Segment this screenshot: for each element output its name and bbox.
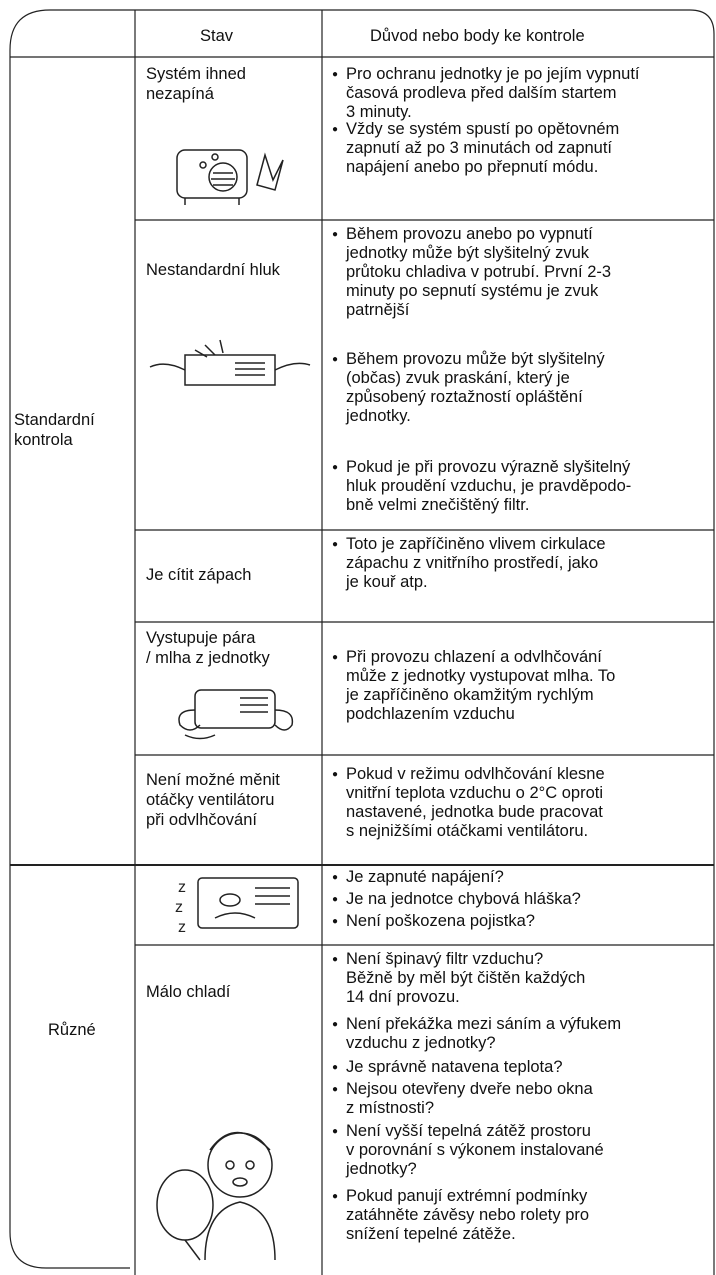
state: Vystupuje pára / mlha z jednotky (146, 628, 270, 668)
state-line: Málo chladí (146, 983, 231, 1001)
bullet-line: Pokud v režimu odvlhčování klesne (346, 765, 605, 783)
bullet-line: Během provozu anebo po vypnutí (346, 225, 593, 243)
group-label: Standardní kontrola (14, 410, 95, 450)
bullet-line: s nejnižšími otáčkami ventilátoru. (346, 822, 589, 840)
bullet-line: patrnější (346, 301, 410, 319)
bullet-line: Při provozu chlazení a odvlhčování (346, 648, 602, 666)
bullet-line: 14 dní provozu. (346, 988, 460, 1006)
state-line: Systém ihned (146, 65, 246, 83)
bullet-line: snížení tepelné zátěže. (346, 1225, 516, 1243)
bullet: Vždy se systém spustí po opětovnémzapnut… (332, 120, 620, 177)
state-line: Není možné měnit (146, 771, 280, 789)
svg-text:z: z (175, 899, 183, 916)
bullet-line: Nejsou otevřeny dveře nebo okna (346, 1080, 593, 1098)
state: Systém ihned nezapíná (146, 64, 246, 104)
bullet-line: vzduchu z jednotky? (346, 1034, 496, 1052)
bullet: Je správně natavena teplota? (332, 1058, 563, 1077)
bullet-line: minuty po sepnutí systému je zvuk (346, 282, 599, 300)
state-line: Je cítit zápach (146, 566, 252, 584)
bullet-line: Je na jednotce chybová hláška? (346, 890, 581, 908)
group-label-line: Různé (48, 1021, 96, 1039)
bullet-line: vnitřní teplota vzduchu o 2°C oproti (346, 784, 603, 802)
bullet-line: Pokud panují extrémní podmínky (346, 1187, 588, 1205)
bullet-line: jednotky může být slyšitelný zvuk (346, 244, 590, 262)
state-line: při odvlhčování (146, 811, 257, 829)
state: Nestandardní hluk (146, 260, 280, 280)
bullet-line: Není vyšší tepelná zátěž prostoru (346, 1122, 591, 1140)
bullet-line: Není poškozena pojistka? (346, 912, 535, 930)
illustration-person (156, 1131, 276, 1261)
bullet: Není špinavý filtr vzduchu?Běžně by měl … (332, 950, 586, 1007)
bullet-line: v porovnání s výkonem instalované (346, 1141, 604, 1159)
bullet-line: 3 minuty. (346, 103, 412, 121)
bullet-line: zápachu z vnitřního prostředí, jako (346, 554, 599, 572)
state-line: Vystupuje pára (146, 629, 256, 647)
bullet: Není poškozena pojistka? (332, 912, 535, 931)
column-header: Důvod nebo body ke kontrole (370, 27, 585, 45)
bullet: Není překážka mezi sáním a výfukemvzduch… (332, 1015, 622, 1053)
bullet-line: zatáhněte závěsy nebo rolety pro (346, 1206, 590, 1224)
bullet-line: napájení anebo po přepnutí módu. (346, 158, 599, 176)
bullet-line: nastavené, jednotka bude pracovat (346, 803, 603, 821)
bullet-line: jednotky? (346, 1160, 417, 1178)
bullet-line: Není překážka mezi sáním a výfukem (346, 1015, 622, 1033)
bullet: Pokud je při provozu výrazně slyšitelnýh… (332, 458, 632, 515)
illustration-unit (149, 339, 311, 386)
state: Málo chladí (146, 982, 230, 1002)
bullet: Je zapnuté napájení? (332, 868, 504, 887)
state: Není možné měnit otáčky ventilátoru při od… (146, 770, 280, 830)
bullet-line: Je správně natavena teplota? (346, 1058, 563, 1076)
state-line: nezapíná (146, 85, 214, 103)
illustration-unit (178, 689, 294, 740)
bullet-line: Pro ochranu jednotky je po jejím vypnutí (346, 65, 640, 83)
bullet-line: způsobený roztažností opláštění (346, 388, 583, 406)
bullet-line: Běžně by měl být čištěn každých (346, 969, 586, 987)
bullet-line: Je zapnuté napájení? (346, 868, 504, 886)
svg-text:z: z (178, 919, 186, 936)
bullet-line: Pokud je při provozu výrazně slyšitelný (346, 458, 631, 476)
bullet: Během provozu může být slyšitelný(občas)… (332, 350, 605, 426)
group-label-line: Standardní (14, 411, 95, 429)
bullet-line: zapnutí až po 3 minutách od zapnutí (346, 139, 613, 157)
bullet-line: Během provozu může být slyšitelný (346, 350, 605, 368)
bullet-line: bně velmi znečištěný filtr. (346, 496, 530, 514)
bullet-line: podchlazením vzduchu (346, 705, 515, 723)
bullet: Toto je zapříčiněno vlivem cirkulacezápa… (332, 535, 606, 592)
state-line: otáčky ventilátoru (146, 791, 275, 809)
column-header: Stav (200, 27, 234, 45)
illustration-unit (176, 149, 284, 205)
bullet: Pro ochranu jednotky je po jejím vypnutí… (332, 65, 640, 122)
bullet-line: časová prodleva před dalším startem (346, 84, 617, 102)
bullet-line: Vždy se systém spustí po opětovném (346, 120, 620, 138)
bullet-line: jednotky. (346, 407, 411, 425)
state-line: Nestandardní hluk (146, 261, 280, 279)
bullet-line: je kouř atp. (346, 573, 428, 591)
bullet-line: z místnosti? (346, 1099, 435, 1117)
bullet: Pokud panují extrémní podmínkyzatáhněte … (332, 1187, 590, 1244)
svg-text:z: z (178, 879, 186, 896)
bullet-line: hluk proudění vzduchu, je pravděpodo- (346, 477, 632, 495)
state: Je cítit zápach (146, 565, 251, 585)
bullet-line: Toto je zapříčiněno vlivem cirkulace (346, 535, 606, 553)
bullet-line: Není špinavý filtr vzduchu? (346, 950, 544, 968)
bullet-line: může z jednotky vystupovat mlha. To (346, 667, 616, 685)
bullet-line: (občas) zvuk praskání, který je (346, 369, 570, 387)
bullet-line: je zapříčiněno okamžitým rychlým (346, 686, 594, 704)
bullet: Je na jednotce chybová hláška? (332, 890, 581, 909)
group-label-line: kontrola (14, 431, 73, 449)
state-line: / mlha z jednotky (146, 649, 270, 667)
bullet-line: průtoku chladiva v potrubí. První 2-3 (346, 263, 612, 281)
bullet: Pokud v režimu odvlhčování klesnevnitřní… (332, 765, 605, 841)
group-label: Různé (48, 1020, 96, 1040)
illustration-unit: zzz (175, 877, 299, 936)
